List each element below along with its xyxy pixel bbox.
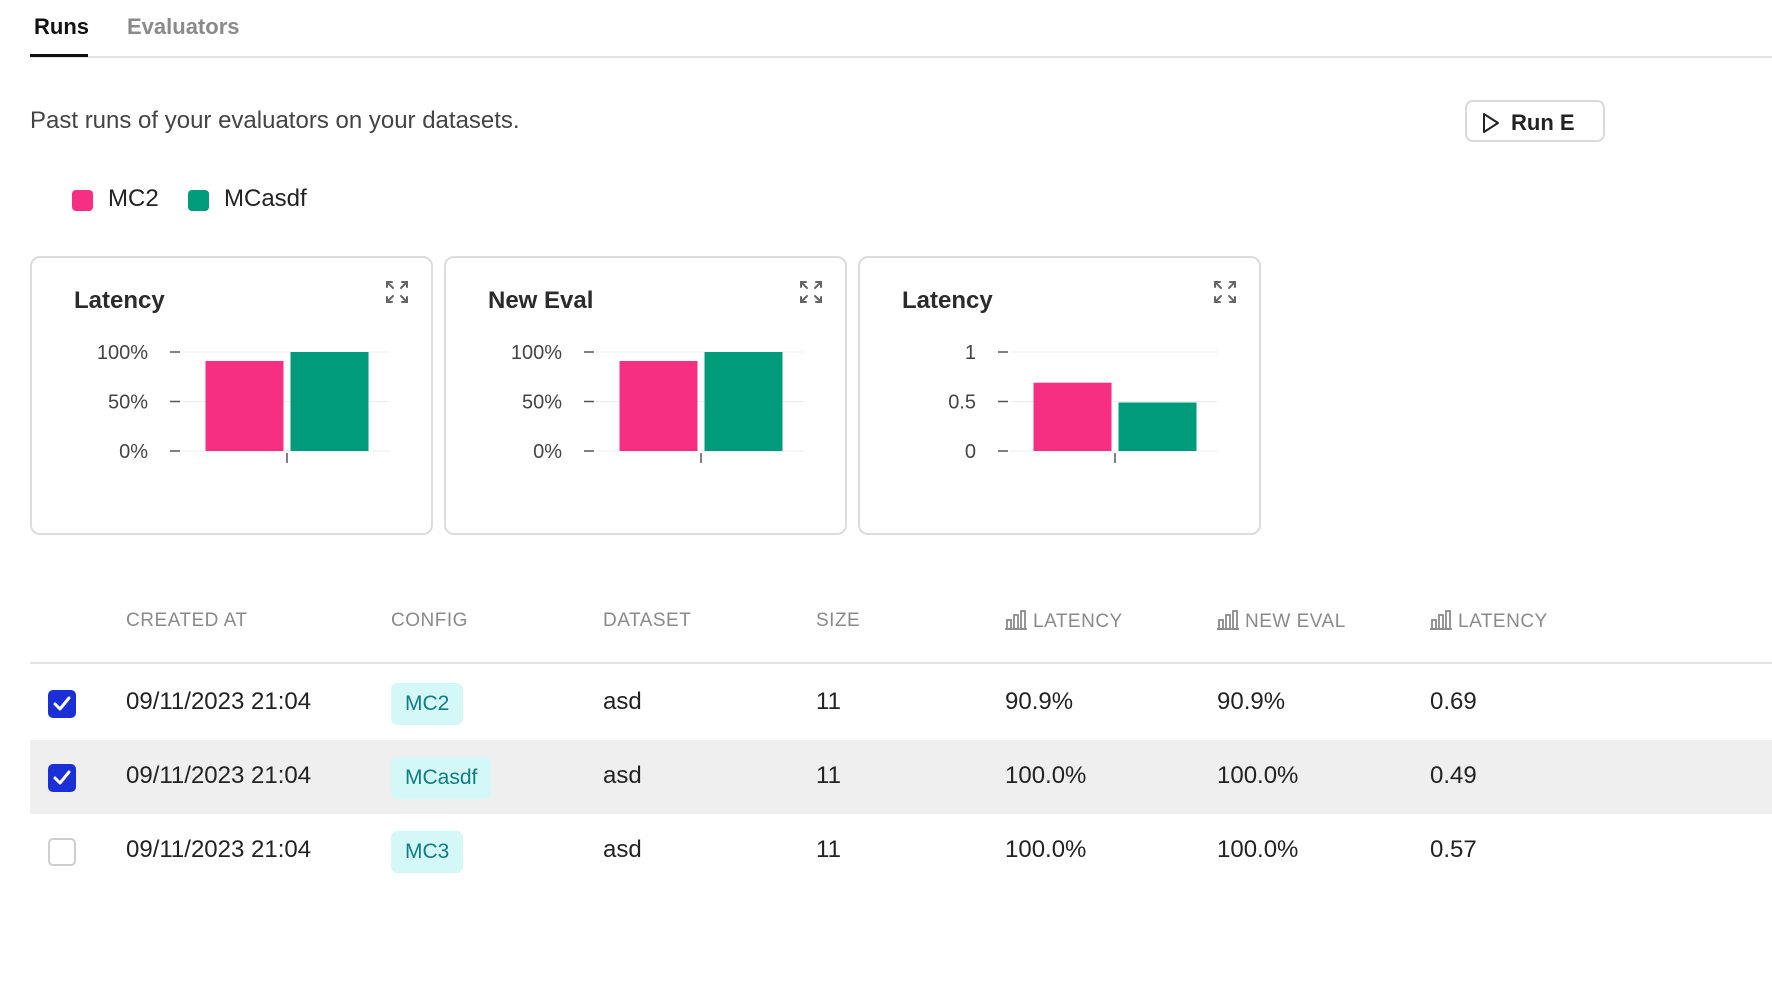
chart-title: Latency (74, 287, 165, 314)
bar-mcasdf (1118, 402, 1197, 451)
run-button-label: Run E (1511, 110, 1575, 135)
expand-icon[interactable] (799, 280, 823, 304)
header-new-eval[interactable]: NEW EVAL (1217, 610, 1346, 633)
config-badge[interactable]: MC2 (391, 683, 464, 725)
header-created-at[interactable]: CREATED AT (126, 610, 248, 631)
row-checkbox[interactable] (48, 690, 76, 718)
cell-new-eval: 90.9% (1217, 688, 1286, 715)
y-tick-label: 100% (97, 342, 148, 364)
cell-created-at: 09/11/2023 21:04 (126, 836, 312, 863)
header-latency-2-label: LATENCY (1458, 611, 1548, 632)
chart-plot: 00.51 (948, 342, 1218, 463)
cell-size: 11 (816, 762, 841, 789)
legend-label: MCasdf (224, 185, 307, 212)
bar-chart-icon (1005, 610, 1027, 630)
cell-latency: 90.9% (1005, 688, 1074, 715)
header-new-eval-label: NEW EVAL (1245, 611, 1346, 632)
expand-icon[interactable] (385, 280, 409, 304)
y-tick-label: 1 (965, 342, 976, 364)
cell-latency-2: 0.49 (1430, 762, 1477, 789)
cell-new-eval: 100.0% (1217, 836, 1299, 863)
cell-latency: 100.0% (1005, 762, 1087, 789)
tab-runs[interactable]: Runs (34, 14, 89, 39)
run-evaluator-button[interactable]: Run E (1465, 100, 1605, 142)
header-latency-label: LATENCY (1033, 611, 1123, 632)
chart-card-latency: Latency 0% 50% 100% (30, 256, 433, 535)
y-tick-label: 100% (511, 342, 562, 364)
header-latency-2[interactable]: LATENCY (1430, 610, 1548, 633)
y-tick-label: 0 (965, 441, 976, 463)
bar-chart-icon (1217, 610, 1239, 630)
y-tick-label: 0% (533, 441, 562, 463)
tab-evaluators[interactable]: Evaluators (127, 14, 240, 39)
table-header: CREATED AT CONFIG DATASET SIZE LATENCY N… (30, 590, 1772, 664)
check-icon (53, 696, 71, 711)
bar-chart-icon (1430, 610, 1452, 630)
legend-swatch (72, 190, 93, 211)
cell-size: 11 (816, 688, 841, 715)
cell-latency-2: 0.57 (1430, 836, 1477, 863)
play-icon (1483, 113, 1499, 133)
y-tick-label: 0.5 (948, 392, 976, 414)
bar-mcasdf (704, 352, 783, 451)
cell-size: 11 (816, 836, 841, 863)
y-tick-label: 50% (108, 392, 148, 414)
expand-icon[interactable] (1213, 280, 1237, 304)
header-latency[interactable]: LATENCY (1005, 610, 1123, 633)
bar-mcasdf (290, 352, 369, 451)
table-row[interactable]: 09/11/2023 21:04 MC3 asd 11 100.0% 100.0… (30, 814, 1772, 888)
active-tab-indicator (30, 54, 88, 57)
bar-mc2 (205, 361, 284, 451)
chart-plot: 0% 50% 100% (97, 342, 390, 463)
header-dataset[interactable]: DATASET (603, 610, 692, 631)
chart-card-new-eval: New Eval 0% 50% 100% (444, 256, 847, 535)
tab-bar: Runs Evaluators (30, 0, 1772, 58)
cell-dataset: asd (603, 688, 642, 715)
row-checkbox[interactable] (48, 838, 76, 866)
bar-mc2 (619, 361, 698, 451)
table-row[interactable]: 09/11/2023 21:04 MC2 asd 11 90.9% 90.9% … (30, 666, 1772, 740)
header-size[interactable]: SIZE (816, 610, 861, 631)
cell-latency-2: 0.69 (1430, 688, 1477, 715)
cell-latency: 100.0% (1005, 836, 1087, 863)
y-tick-label: 0% (119, 441, 148, 463)
chart-card-latency-2: Latency 0 0.5 1 (858, 256, 1261, 535)
chart-title: Latency (902, 287, 993, 314)
y-tick-label: 50% (522, 392, 562, 414)
row-checkbox[interactable] (48, 764, 76, 792)
page-description: Past runs of your evaluators on your dat… (30, 107, 520, 134)
cell-dataset: asd (603, 762, 642, 789)
chart-plot: 0% 50% 100% (511, 342, 804, 463)
legend-label: MC2 (108, 185, 159, 212)
cell-dataset: asd (603, 836, 642, 863)
chart-title: New Eval (488, 287, 594, 314)
header-config[interactable]: CONFIG (391, 610, 468, 631)
cell-new-eval: 100.0% (1217, 762, 1299, 789)
legend-swatch (188, 190, 209, 211)
cell-created-at: 09/11/2023 21:04 (126, 762, 312, 789)
table-row[interactable]: 09/11/2023 21:04 MCasdf asd 11 100.0% 10… (30, 740, 1772, 814)
bar-mc2 (1033, 382, 1112, 451)
check-icon (53, 770, 71, 785)
config-badge[interactable]: MC3 (391, 831, 464, 873)
cell-created-at: 09/11/2023 21:04 (126, 688, 312, 715)
config-badge[interactable]: MCasdf (391, 757, 492, 799)
